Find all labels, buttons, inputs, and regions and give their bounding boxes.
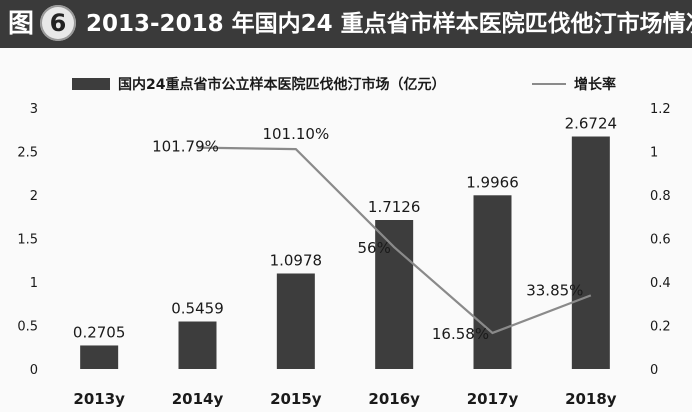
chart-title: 2013-2018 年国内24 重点省市样本医院匹伐他汀市场情况 — [86, 11, 692, 37]
left-axis-tick-label: 1 — [30, 276, 38, 291]
growth-line-series — [197, 146, 592, 335]
growth-rate-label: 56% — [357, 239, 390, 257]
legend-line-label: 增长率 — [574, 76, 616, 93]
right-axis-tick-label: 0.6 — [650, 233, 671, 248]
bar-value-label: 1.9966 — [466, 173, 519, 191]
right-axis-tick-label: 0 — [650, 363, 658, 378]
right-axis-tick-label: 0.4 — [650, 276, 671, 291]
figure-number-badge: 6 — [40, 5, 76, 41]
bar — [571, 136, 610, 369]
legend-bar-label: 国内24重点省市公立样本医院匹伐他汀市场（亿元） — [118, 76, 445, 93]
right-axis-ticks: 0 0.2 0.4 0.6 0.8 1 1.2 — [650, 102, 671, 378]
bar — [375, 220, 414, 369]
bar-value-label: 2.6724 — [565, 115, 618, 133]
figure-label: 图 — [8, 9, 35, 39]
x-axis-tick-label: 2015y — [270, 390, 322, 408]
x-axis-tick-label: 2017y — [467, 390, 519, 408]
right-axis-tick-label: 1 — [650, 146, 658, 161]
growth-rate-labels: 101.79% 101.10% 56% 16.58% 33.85% — [152, 125, 583, 343]
x-axis-tick-label: 2013y — [73, 390, 125, 408]
x-axis-tick-label: 2014y — [172, 390, 224, 408]
bar-series — [80, 136, 610, 369]
bar — [178, 321, 217, 369]
left-axis-tick-label: 1.5 — [17, 233, 38, 248]
bar-value-labels: 0.2705 0.5459 1.0978 1.7126 1.9966 2.6724 — [73, 115, 617, 342]
bar — [80, 345, 119, 369]
growth-rate-label: 101.10% — [262, 125, 329, 143]
x-axis-tick-label: 2016y — [368, 390, 420, 408]
growth-rate-label: 101.79% — [152, 138, 219, 156]
left-axis-tick-label: 2 — [30, 189, 38, 204]
legend: 国内24重点省市公立样本医院匹伐他汀市场（亿元） 增长率 — [72, 76, 616, 93]
growth-rate-label: 33.85% — [526, 281, 583, 299]
left-axis-tick-label: 2.5 — [17, 146, 38, 161]
left-axis-ticks: 0 0.5 1 1.5 2 2.5 3 — [17, 102, 38, 378]
growth-rate-label: 16.58% — [432, 325, 489, 343]
x-axis-labels: 2013y 2014y 2015y 2016y 2017y 2018y — [73, 390, 616, 408]
legend-bar-swatch — [72, 78, 110, 90]
right-axis-tick-label: 0.2 — [650, 320, 671, 335]
bar-value-label: 1.0978 — [270, 251, 323, 269]
right-axis-tick-label: 1.2 — [650, 102, 671, 117]
right-axis-tick-label: 0.8 — [650, 189, 671, 204]
left-axis-tick-label: 0.5 — [17, 320, 38, 335]
title-bar: 图 6 2013-2018 年国内24 重点省市样本医院匹伐他汀市场情况 — [0, 0, 692, 48]
bar — [473, 195, 512, 369]
bar-value-label: 0.2705 — [73, 323, 126, 341]
growth-rate-line — [197, 146, 592, 335]
left-axis-tick-label: 3 — [30, 102, 38, 117]
bar-value-label: 1.7126 — [368, 198, 421, 216]
left-axis-tick-label: 0 — [30, 363, 38, 378]
bar — [276, 273, 315, 369]
bar-value-label: 0.5459 — [171, 300, 224, 318]
x-axis-tick-label: 2018y — [565, 390, 617, 408]
